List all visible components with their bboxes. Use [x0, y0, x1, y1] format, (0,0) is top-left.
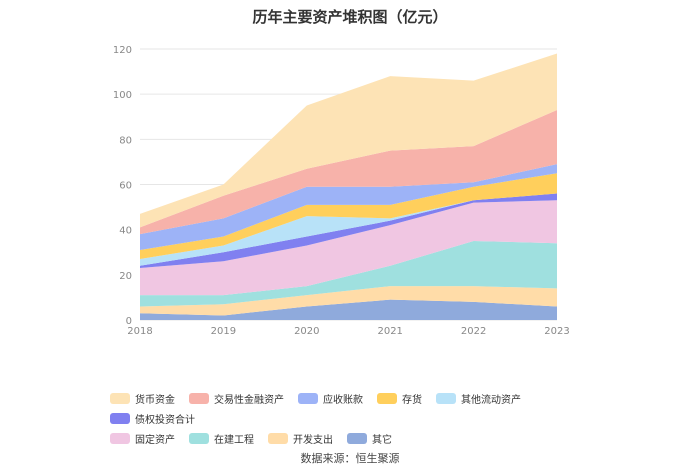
- area-series-8: [140, 109, 557, 235]
- legend-swatch: [110, 392, 130, 404]
- x-tick-label: 2022: [461, 326, 486, 337]
- y-tick-label: 100: [113, 90, 132, 101]
- area-series-7: [140, 164, 557, 250]
- area-series: [140, 53, 557, 320]
- legend-label: 在建工程: [214, 434, 254, 446]
- legend-row-1: 货币资金 交易性金融资产 应收账款 存货 其他流动资产债权投资合计: [110, 388, 630, 428]
- area-series-0: [140, 299, 557, 320]
- legend-swatch: [298, 392, 318, 404]
- legend-item[interactable]: 开发支出: [268, 428, 333, 448]
- legend-swatch: [268, 432, 288, 444]
- legend-swatch: [110, 412, 130, 424]
- x-axis-ticks: 2018 2019 2020 2021 2022 2023: [127, 326, 569, 337]
- legend-label: 其他流动资产: [461, 394, 521, 406]
- legend-row-2: 固定资产 在建工程 开发支出 其它: [110, 428, 630, 448]
- legend-label: 其它: [372, 434, 392, 446]
- y-tick-label: 0: [126, 316, 132, 327]
- legend-item[interactable]: 其他流动资产: [436, 388, 521, 408]
- y-tick-label: 80: [119, 135, 132, 146]
- y-tick-label: 120: [113, 45, 132, 56]
- area-series-2: [140, 240, 557, 307]
- x-tick-label: 2021: [377, 326, 402, 337]
- area-series-3: [140, 200, 557, 296]
- legend-swatch: [436, 392, 456, 404]
- area-series-6: [140, 173, 557, 260]
- x-tick-label: 2019: [211, 326, 236, 337]
- legend-label: 货币资金: [135, 394, 175, 406]
- area-series-9: [140, 53, 557, 228]
- x-tick-label: 2020: [294, 326, 319, 337]
- area-series-4: [140, 193, 557, 269]
- legend-item[interactable]: 应收账款: [298, 388, 363, 408]
- y-tick-label: 60: [119, 181, 132, 192]
- y-tick-label: 20: [119, 271, 132, 282]
- legend-swatch: [347, 432, 367, 444]
- data-source: 数据来源：恒生聚源: [300, 452, 400, 465]
- area-series-5: [140, 193, 557, 266]
- legend: 货币资金 交易性金融资产 应收账款 存货 其他流动资产债权投资合计 固定资产 在建工程 开发…: [110, 388, 630, 448]
- legend-item[interactable]: 交易性金融资产: [189, 388, 284, 408]
- legend-item[interactable]: 在建工程: [189, 428, 254, 448]
- legend-item[interactable]: 货币资金: [110, 388, 175, 408]
- legend-item[interactable]: 存货: [377, 388, 422, 408]
- area-series-1: [140, 286, 557, 316]
- x-tick-label: 2018: [127, 326, 152, 337]
- legend-label: 开发支出: [293, 434, 333, 446]
- chart-title: 历年主要资产堆积图（亿元）: [252, 8, 448, 26]
- legend-item[interactable]: 其它: [347, 428, 392, 448]
- y-tick-label: 40: [119, 226, 132, 237]
- legend-label: 债权投资合计: [135, 414, 195, 426]
- y-axis-ticks: 0 20 40 60 80 100 120: [113, 45, 132, 327]
- x-tick-label: 2023: [544, 326, 569, 337]
- stacked-area-chart: 0 20 40 60 80 100 120 2018 2019 2020 2021 2022 2023: [113, 45, 570, 337]
- legend-swatch: [110, 432, 130, 444]
- legend-label: 交易性金融资产: [214, 394, 284, 406]
- legend-item[interactable]: 债权投资合计: [110, 408, 195, 428]
- legend-label: 应收账款: [323, 394, 363, 406]
- legend-item[interactable]: 固定资产: [110, 428, 175, 448]
- legend-swatch: [189, 432, 209, 444]
- legend-swatch: [189, 392, 209, 404]
- legend-label: 固定资产: [135, 434, 175, 446]
- legend-swatch: [377, 392, 397, 404]
- legend-label: 存货: [402, 394, 422, 406]
